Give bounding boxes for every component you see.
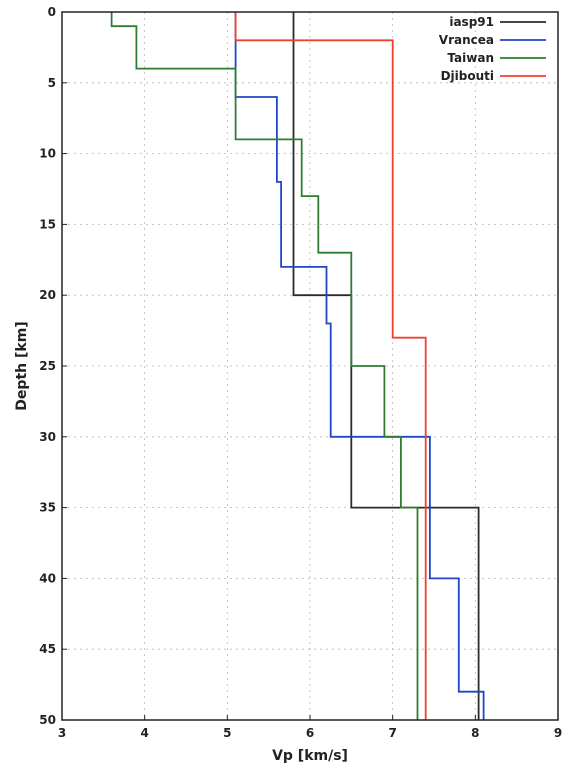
legend-label-djibouti: Djibouti — [441, 69, 494, 83]
x-axis-label: Vp [km/s] — [272, 748, 348, 764]
x-tick-label: 6 — [306, 726, 314, 740]
y-tick-label: 5 — [48, 76, 56, 90]
legend-label-iasp91: iasp91 — [449, 15, 494, 29]
x-tick-label: 8 — [471, 726, 479, 740]
y-tick-label: 45 — [39, 642, 56, 656]
y-tick-label: 40 — [39, 571, 56, 585]
y-tick-label: 35 — [39, 501, 56, 515]
y-axis-label: Depth [km] — [14, 321, 30, 410]
y-tick-label: 25 — [39, 359, 56, 373]
y-tick-label: 10 — [39, 147, 56, 161]
y-tick-label: 15 — [39, 217, 56, 231]
y-tick-label: 0 — [48, 5, 56, 19]
x-tick-label: 7 — [388, 726, 396, 740]
y-tick-label: 30 — [39, 430, 56, 444]
legend-label-vrancea: Vrancea — [439, 33, 494, 47]
y-tick-label: 50 — [39, 713, 56, 727]
x-tick-label: 4 — [140, 726, 148, 740]
x-tick-label: 9 — [554, 726, 562, 740]
y-tick-label: 20 — [39, 288, 56, 302]
x-tick-label: 5 — [223, 726, 231, 740]
legend-label-taiwan: Taiwan — [447, 51, 494, 65]
x-tick-label: 3 — [58, 726, 66, 740]
